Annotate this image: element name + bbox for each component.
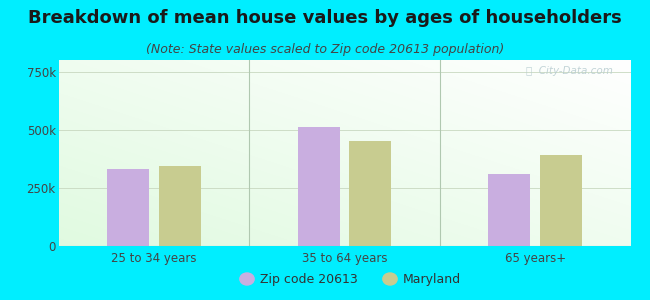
Bar (540, 155, 582, 246)
Bar (349, 141, 391, 246)
Text: Maryland: Maryland (403, 272, 461, 286)
Bar (298, 128, 340, 246)
Text: ⓘ  City-Data.com: ⓘ City-Data.com (526, 66, 614, 76)
Text: Breakdown of mean house values by ages of householders: Breakdown of mean house values by ages o… (28, 9, 622, 27)
Bar (107, 169, 149, 246)
Bar (159, 166, 201, 246)
Text: Zip code 20613: Zip code 20613 (260, 272, 358, 286)
Bar (488, 174, 530, 246)
Text: (Note: State values scaled to Zip code 20613 population): (Note: State values scaled to Zip code 2… (146, 44, 504, 56)
